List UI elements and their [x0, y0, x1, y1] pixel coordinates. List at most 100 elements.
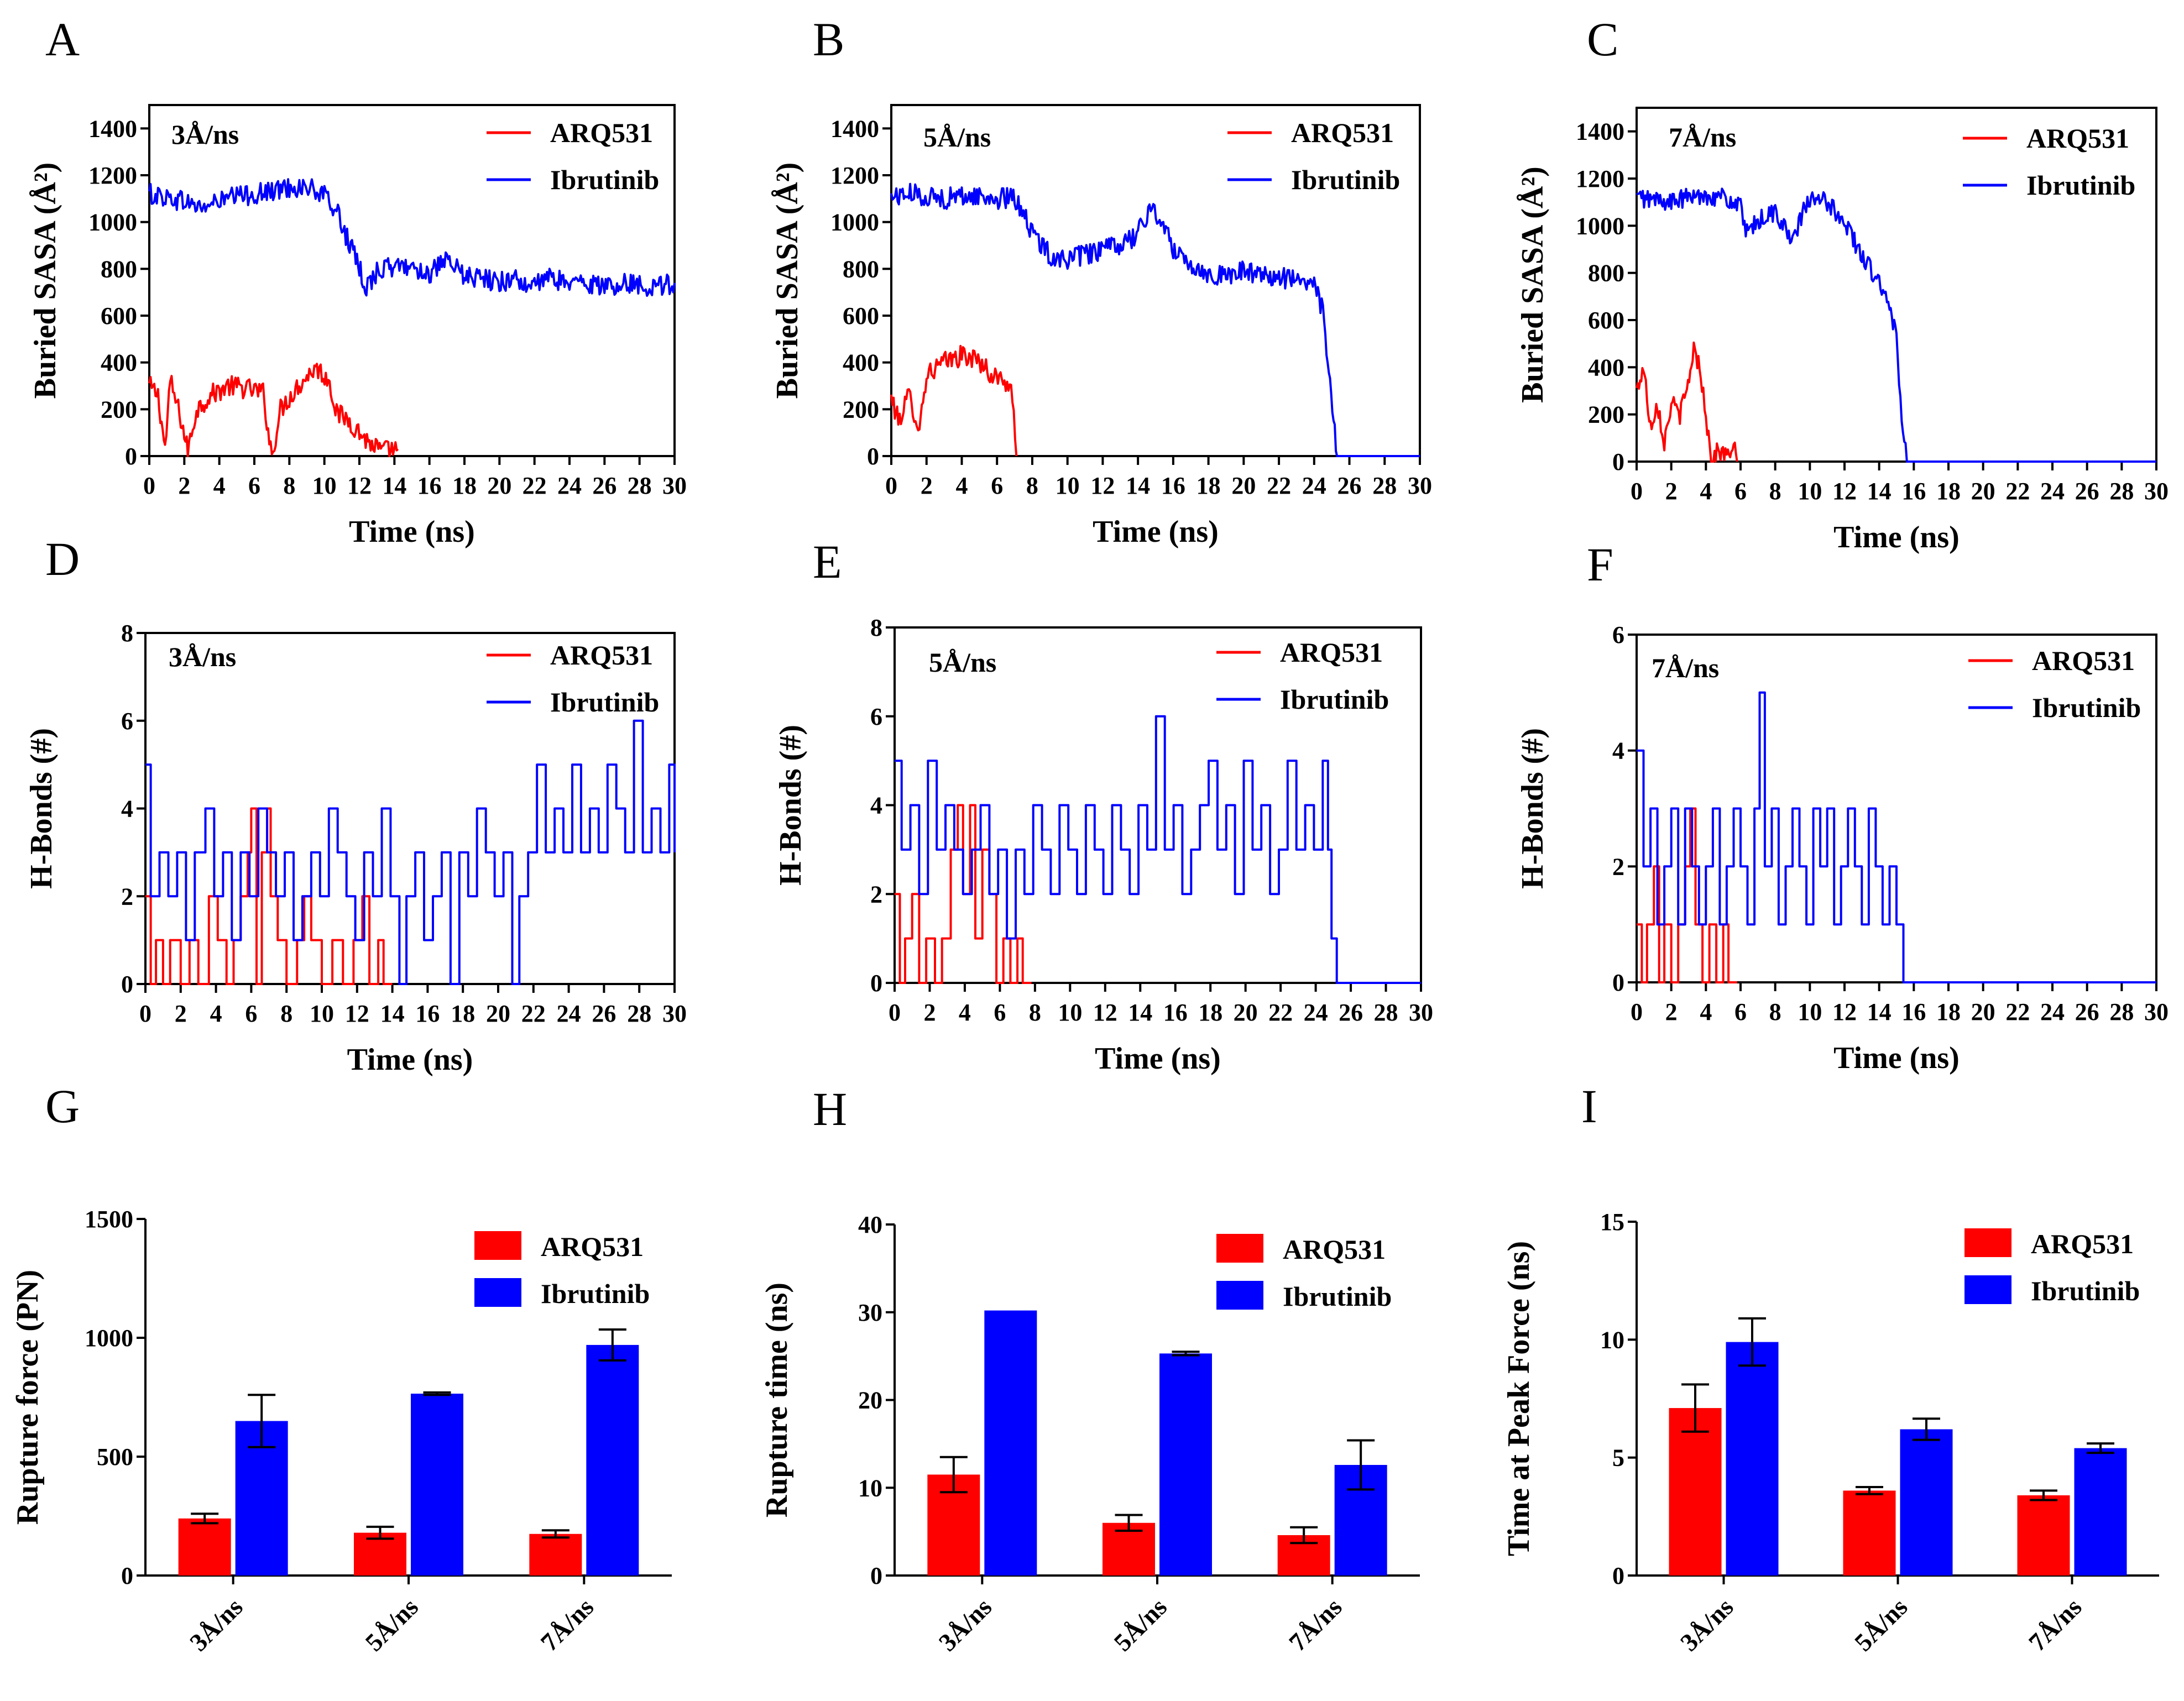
bar-arq531-1	[1669, 1408, 1722, 1576]
x-tick-label: 18	[1936, 998, 1961, 1025]
y-axis-title: Rupture time (ns)	[760, 1283, 794, 1517]
x-tick-label: 18	[451, 1000, 475, 1027]
legend-label-arq531: ARQ531	[2026, 123, 2129, 154]
x-tick-label: 0	[1631, 998, 1643, 1025]
y-tick-label: 1200	[1576, 165, 1624, 192]
x-tick-label: 28	[2109, 998, 2134, 1025]
y-tick-label: 8	[121, 620, 133, 647]
x-tick-label: 4	[959, 999, 971, 1026]
x-tick-label: 18	[1198, 999, 1222, 1026]
x-axis-title: Time (ns)	[1833, 1041, 1960, 1075]
x-tick-label: 14	[380, 1000, 405, 1027]
x-tick-label: 6	[1734, 478, 1747, 505]
series-line-ibrutinib	[1636, 187, 2156, 463]
y-tick-label: 30	[858, 1299, 882, 1326]
y-tick-label: 1400	[830, 115, 879, 142]
y-tick-label: 0	[867, 443, 879, 470]
x-tick-label: 10	[312, 472, 337, 499]
legend-swatch-arq531	[1216, 1234, 1263, 1263]
y-tick-label: 6	[1612, 621, 1624, 648]
panel-letter: G	[45, 1080, 80, 1133]
x-tick-label: 20	[486, 1000, 510, 1027]
y-tick-label: 10	[858, 1474, 882, 1501]
bar-arq531-2	[1843, 1490, 1896, 1576]
y-tick-label: 1400	[88, 115, 137, 142]
y-tick-label: 800	[101, 255, 137, 282]
legend-swatch-ibrutinib	[474, 1278, 521, 1307]
series-line-arq531	[145, 807, 393, 985]
x-tick-label: 4	[213, 472, 226, 499]
legend-label-arq531: ARQ531	[1291, 117, 1394, 148]
y-tick-label: 400	[1588, 354, 1624, 381]
panel-letter: A	[45, 13, 80, 66]
y-tick-label: 200	[101, 396, 137, 423]
y-tick-label: 6	[870, 703, 882, 730]
legend-swatch-arq531	[474, 1231, 521, 1260]
x-tick-label: 20	[1231, 472, 1256, 499]
x-tick-label: 26	[592, 472, 616, 499]
y-tick-label: 600	[843, 302, 879, 329]
x-tick-label: 16	[1901, 478, 1926, 505]
series-line-arq531	[148, 363, 399, 457]
y-tick-label: 200	[843, 396, 879, 423]
legend-label-arq531: ARQ531	[550, 640, 653, 671]
panel-g: G 0 500 1000 1500 Rupture force (PN) ARQ531 Ibr…	[11, 1080, 672, 1657]
x-tick-label: 28	[1374, 999, 1398, 1026]
legend-label-arq531: ARQ531	[550, 117, 653, 148]
y-tick-label: 0	[1612, 969, 1624, 996]
x-tick-label: 20	[1971, 478, 1995, 505]
y-tick-label: 1000	[830, 209, 879, 236]
y-tick-label: 8	[870, 614, 882, 641]
x-tick-label: 14	[1128, 999, 1152, 1026]
x-tick-label: 14	[1867, 478, 1892, 505]
x-tick-label: 14	[382, 472, 406, 499]
y-tick-label: 5	[1612, 1444, 1624, 1472]
x-tick-label: 0	[885, 472, 897, 499]
category-label: 7Å/ns	[1283, 1593, 1347, 1657]
x-tick-label: 6	[1734, 998, 1747, 1025]
legend-label-ibrutinib: Ibrutinib	[2026, 170, 2135, 201]
x-tick-label: 30	[1409, 999, 1433, 1026]
rate-label: 5Å/ns	[923, 122, 991, 153]
x-tick-label: 26	[1337, 472, 1362, 499]
y-tick-label: 1000	[88, 209, 137, 236]
legend-label-ibrutinib: Ibrutinib	[1283, 1281, 1392, 1312]
y-axis-title: Time at Peak Force (ns)	[1502, 1241, 1536, 1556]
y-tick-label: 0	[121, 971, 133, 998]
bar-arq531-3	[529, 1533, 582, 1576]
rate-label: 7Å/ns	[1652, 652, 1719, 683]
category-label: 5Å/ns	[359, 1593, 424, 1657]
x-tick-label: 6	[245, 1000, 257, 1027]
x-tick-label: 4	[1700, 998, 1712, 1025]
x-tick-label: 26	[1339, 999, 1363, 1026]
x-tick-label: 20	[1234, 999, 1258, 1026]
x-tick-label: 28	[2109, 478, 2134, 505]
x-tick-label: 24	[1302, 472, 1326, 499]
category-label: 7Å/ns	[535, 1593, 599, 1657]
y-axis-title: H-Bonds (#)	[774, 725, 808, 886]
x-tick-label: 22	[523, 472, 547, 499]
plot-frame	[1636, 634, 2157, 983]
legend-label-ibrutinib: Ibrutinib	[1280, 684, 1389, 715]
category-label: 3Å/ns	[933, 1593, 997, 1657]
x-tick-label: 20	[487, 472, 511, 499]
bar-ibrutinib-1	[984, 1310, 1037, 1576]
y-tick-label: 2	[870, 881, 882, 908]
series-line-arq531	[890, 344, 1018, 457]
x-tick-label: 2	[1665, 998, 1678, 1025]
x-tick-label: 12	[1093, 999, 1117, 1026]
y-tick-label: 1200	[830, 162, 879, 189]
series-line-arq531	[1637, 807, 1737, 983]
panel-letter: F	[1587, 538, 1613, 591]
x-tick-label: 30	[662, 1000, 687, 1027]
x-tick-label: 26	[2075, 478, 2099, 505]
bar-ibrutinib-2	[1900, 1429, 1953, 1576]
y-tick-label: 0	[121, 1562, 133, 1589]
x-tick-label: 12	[345, 1000, 369, 1027]
x-tick-label: 18	[452, 472, 477, 499]
y-tick-label: 15	[1600, 1208, 1624, 1236]
